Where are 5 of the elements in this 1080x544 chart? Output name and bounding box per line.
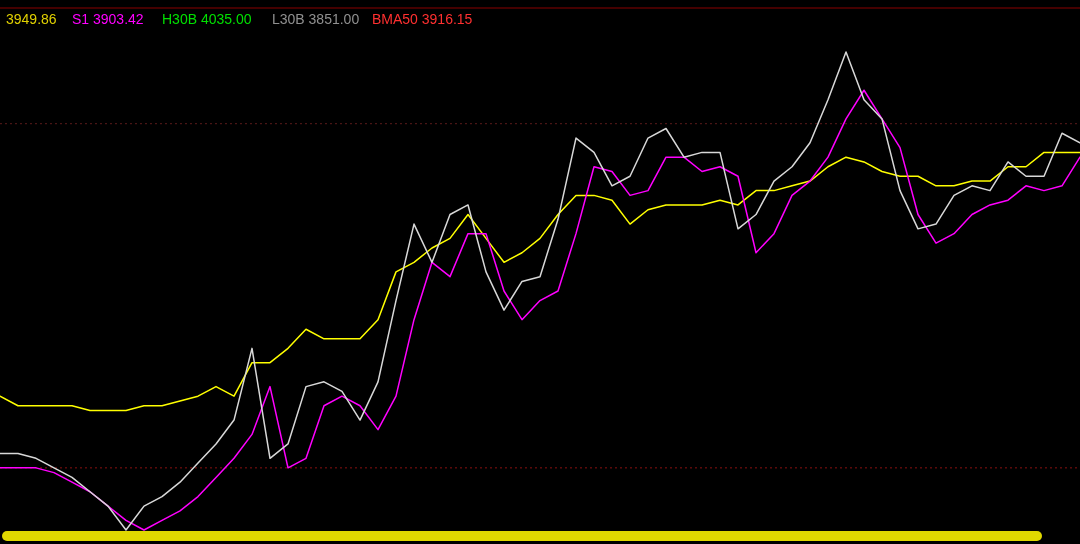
text: L30B 3851.00 (272, 11, 360, 27)
text: H30B 4035.00 (162, 11, 252, 27)
text: 3949.86 (6, 11, 57, 27)
text: BMA50 3916.15 (372, 11, 473, 27)
text: S1 3903.42 (72, 11, 144, 27)
